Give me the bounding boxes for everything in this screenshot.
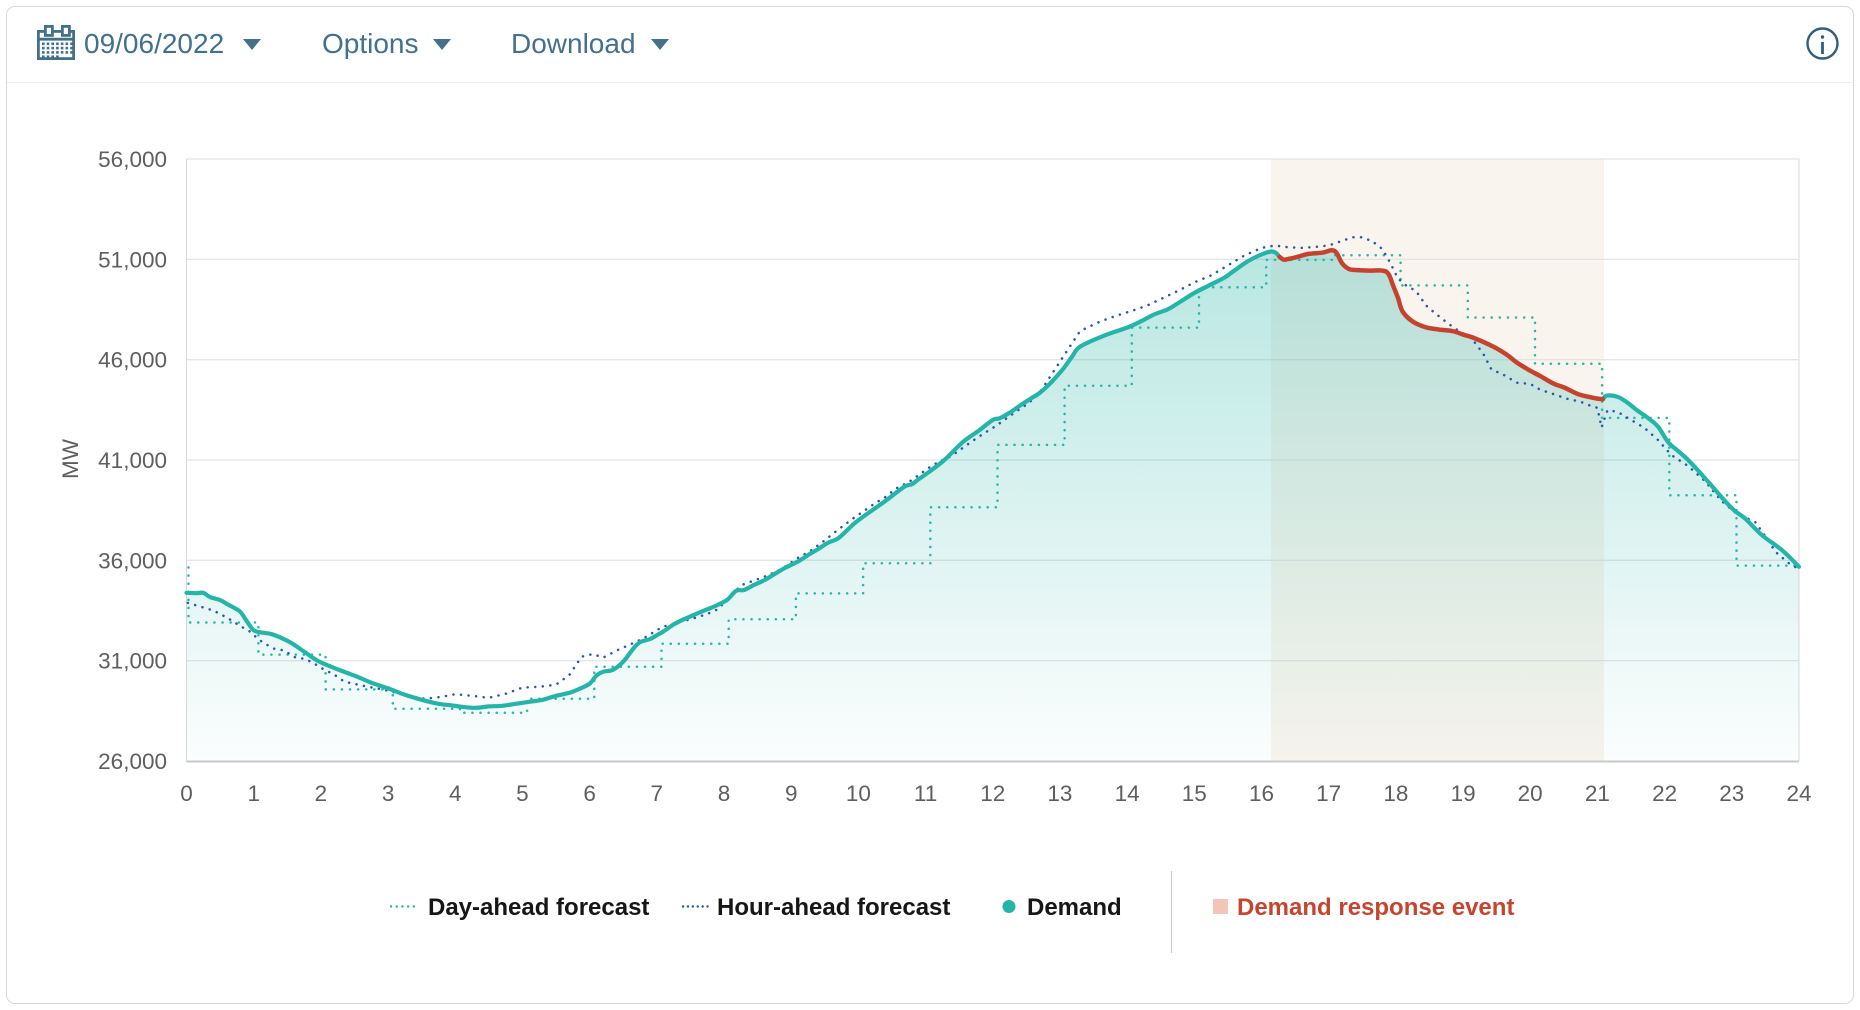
svg-text:Demand: Demand	[1027, 894, 1122, 921]
svg-text:51,000: 51,000	[98, 247, 167, 272]
svg-text:9: 9	[785, 781, 798, 806]
svg-text:46,000: 46,000	[98, 348, 167, 373]
svg-text:8: 8	[718, 781, 731, 806]
svg-text:MW: MW	[58, 438, 83, 479]
svg-text:Day-ahead forecast: Day-ahead forecast	[428, 894, 649, 921]
svg-text:21: 21	[1585, 781, 1610, 806]
svg-text:15: 15	[1182, 781, 1207, 806]
svg-text:Demand response event: Demand response event	[1237, 894, 1514, 921]
svg-text:20: 20	[1518, 781, 1543, 806]
svg-text:10: 10	[846, 781, 871, 806]
svg-text:56,000: 56,000	[98, 147, 167, 172]
svg-text:4: 4	[449, 781, 462, 806]
svg-text:22: 22	[1652, 781, 1677, 806]
svg-text:41,000: 41,000	[98, 448, 167, 473]
svg-text:16: 16	[1249, 781, 1274, 806]
svg-text:36,000: 36,000	[98, 548, 167, 573]
svg-text:31,000: 31,000	[98, 649, 167, 674]
svg-text:13: 13	[1047, 781, 1072, 806]
svg-text:12: 12	[980, 781, 1005, 806]
svg-text:0: 0	[180, 781, 193, 806]
svg-text:5: 5	[516, 781, 529, 806]
svg-text:11: 11	[914, 781, 937, 806]
svg-text:24: 24	[1786, 781, 1811, 806]
svg-text:Hour-ahead forecast: Hour-ahead forecast	[717, 894, 950, 921]
svg-text:3: 3	[382, 781, 395, 806]
svg-text:18: 18	[1383, 781, 1408, 806]
svg-text:1: 1	[247, 781, 260, 806]
svg-text:26,000: 26,000	[98, 749, 167, 774]
svg-text:6: 6	[583, 781, 596, 806]
svg-text:19: 19	[1451, 781, 1476, 806]
svg-text:14: 14	[1115, 781, 1140, 806]
svg-text:2: 2	[315, 781, 328, 806]
svg-text:17: 17	[1316, 781, 1341, 806]
svg-text:23: 23	[1719, 781, 1744, 806]
svg-text:7: 7	[651, 781, 664, 806]
